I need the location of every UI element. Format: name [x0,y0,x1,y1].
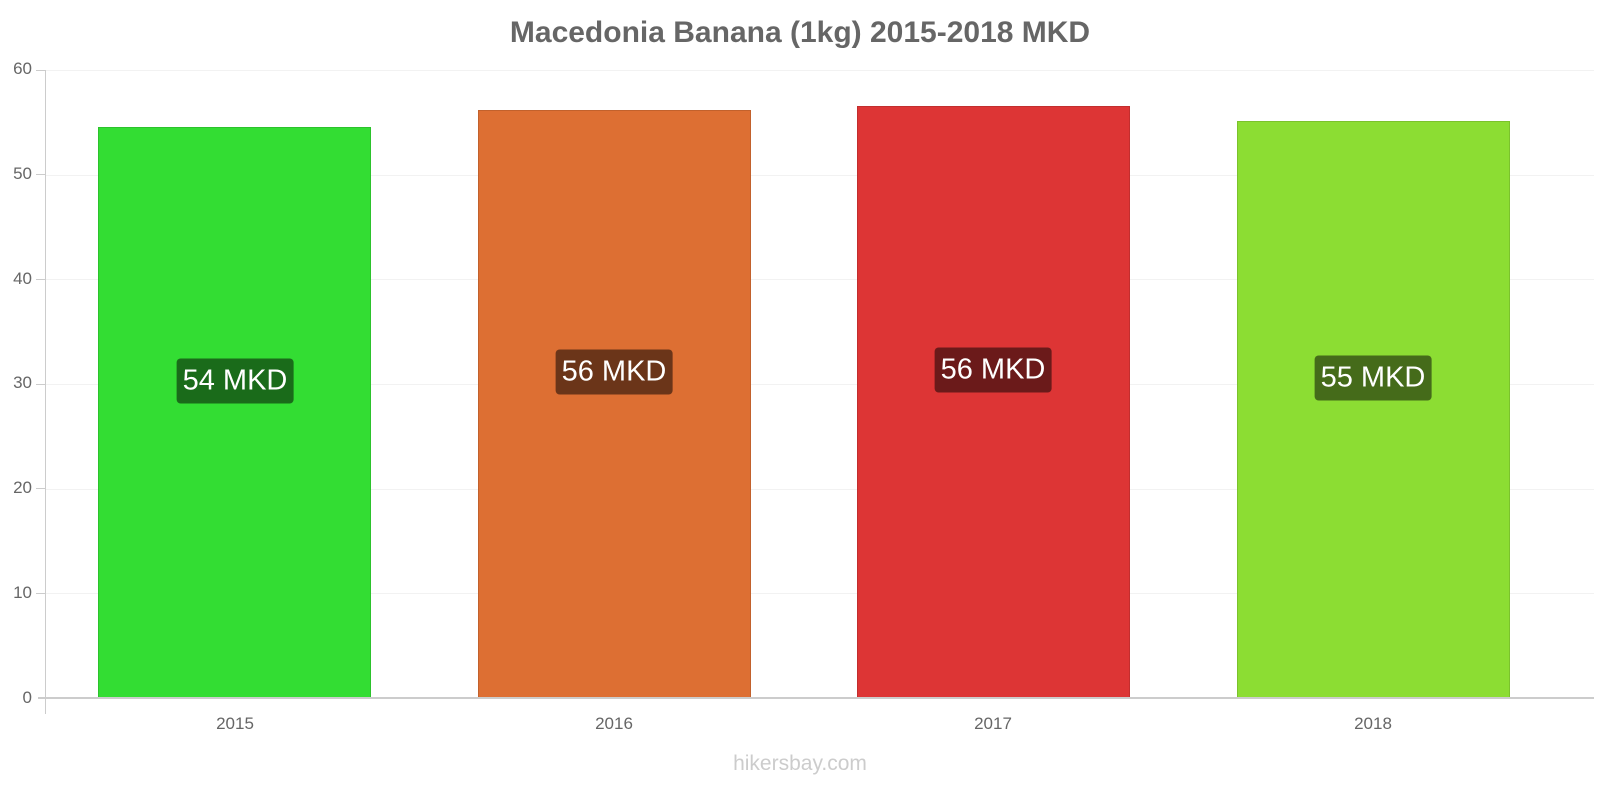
y-tick-mark [36,593,45,594]
x-axis [38,697,1594,699]
y-tick-label: 10 [13,583,32,602]
y-tick-label: 30 [13,373,32,392]
x-tick-label: 2015 [216,714,254,733]
footer-credit: hikersbay.com [733,752,867,775]
y-tick-label: 0 [22,688,32,707]
y-tick-mark [36,384,45,385]
data-label-2015: 54 MKD [176,358,294,404]
data-label-2018: 55 MKD [1314,355,1432,401]
gridline [46,175,1594,176]
plot-area [46,70,1594,698]
gridline [46,279,1594,280]
y-tick-mark [36,279,45,280]
bar-2015[interactable] [98,127,371,698]
y-tick-mark [36,174,45,175]
gridline [46,593,1594,594]
gridline [46,70,1594,71]
bar-2017[interactable] [857,106,1130,698]
data-label-2017: 56 MKD [934,347,1052,393]
chart-title: Macedonia Banana (1kg) 2015-2018 MKD [509,16,1091,49]
bar-2018[interactable] [1237,121,1510,698]
x-tick-label: 2016 [595,714,633,733]
y-axis [45,70,46,714]
x-tick-label: 2017 [974,714,1012,733]
y-tick-label: 20 [13,478,32,497]
data-label-2016: 56 MKD [555,349,673,395]
y-tick-label: 40 [13,269,32,288]
gridline [46,384,1594,385]
bar-2016[interactable] [478,110,751,698]
y-tick-label: 50 [13,164,32,183]
y-tick-mark [36,488,45,489]
y-tick-mark [36,70,45,71]
x-tick-label: 2018 [1354,714,1392,733]
gridline [46,489,1594,490]
y-tick-label: 60 [13,59,32,78]
